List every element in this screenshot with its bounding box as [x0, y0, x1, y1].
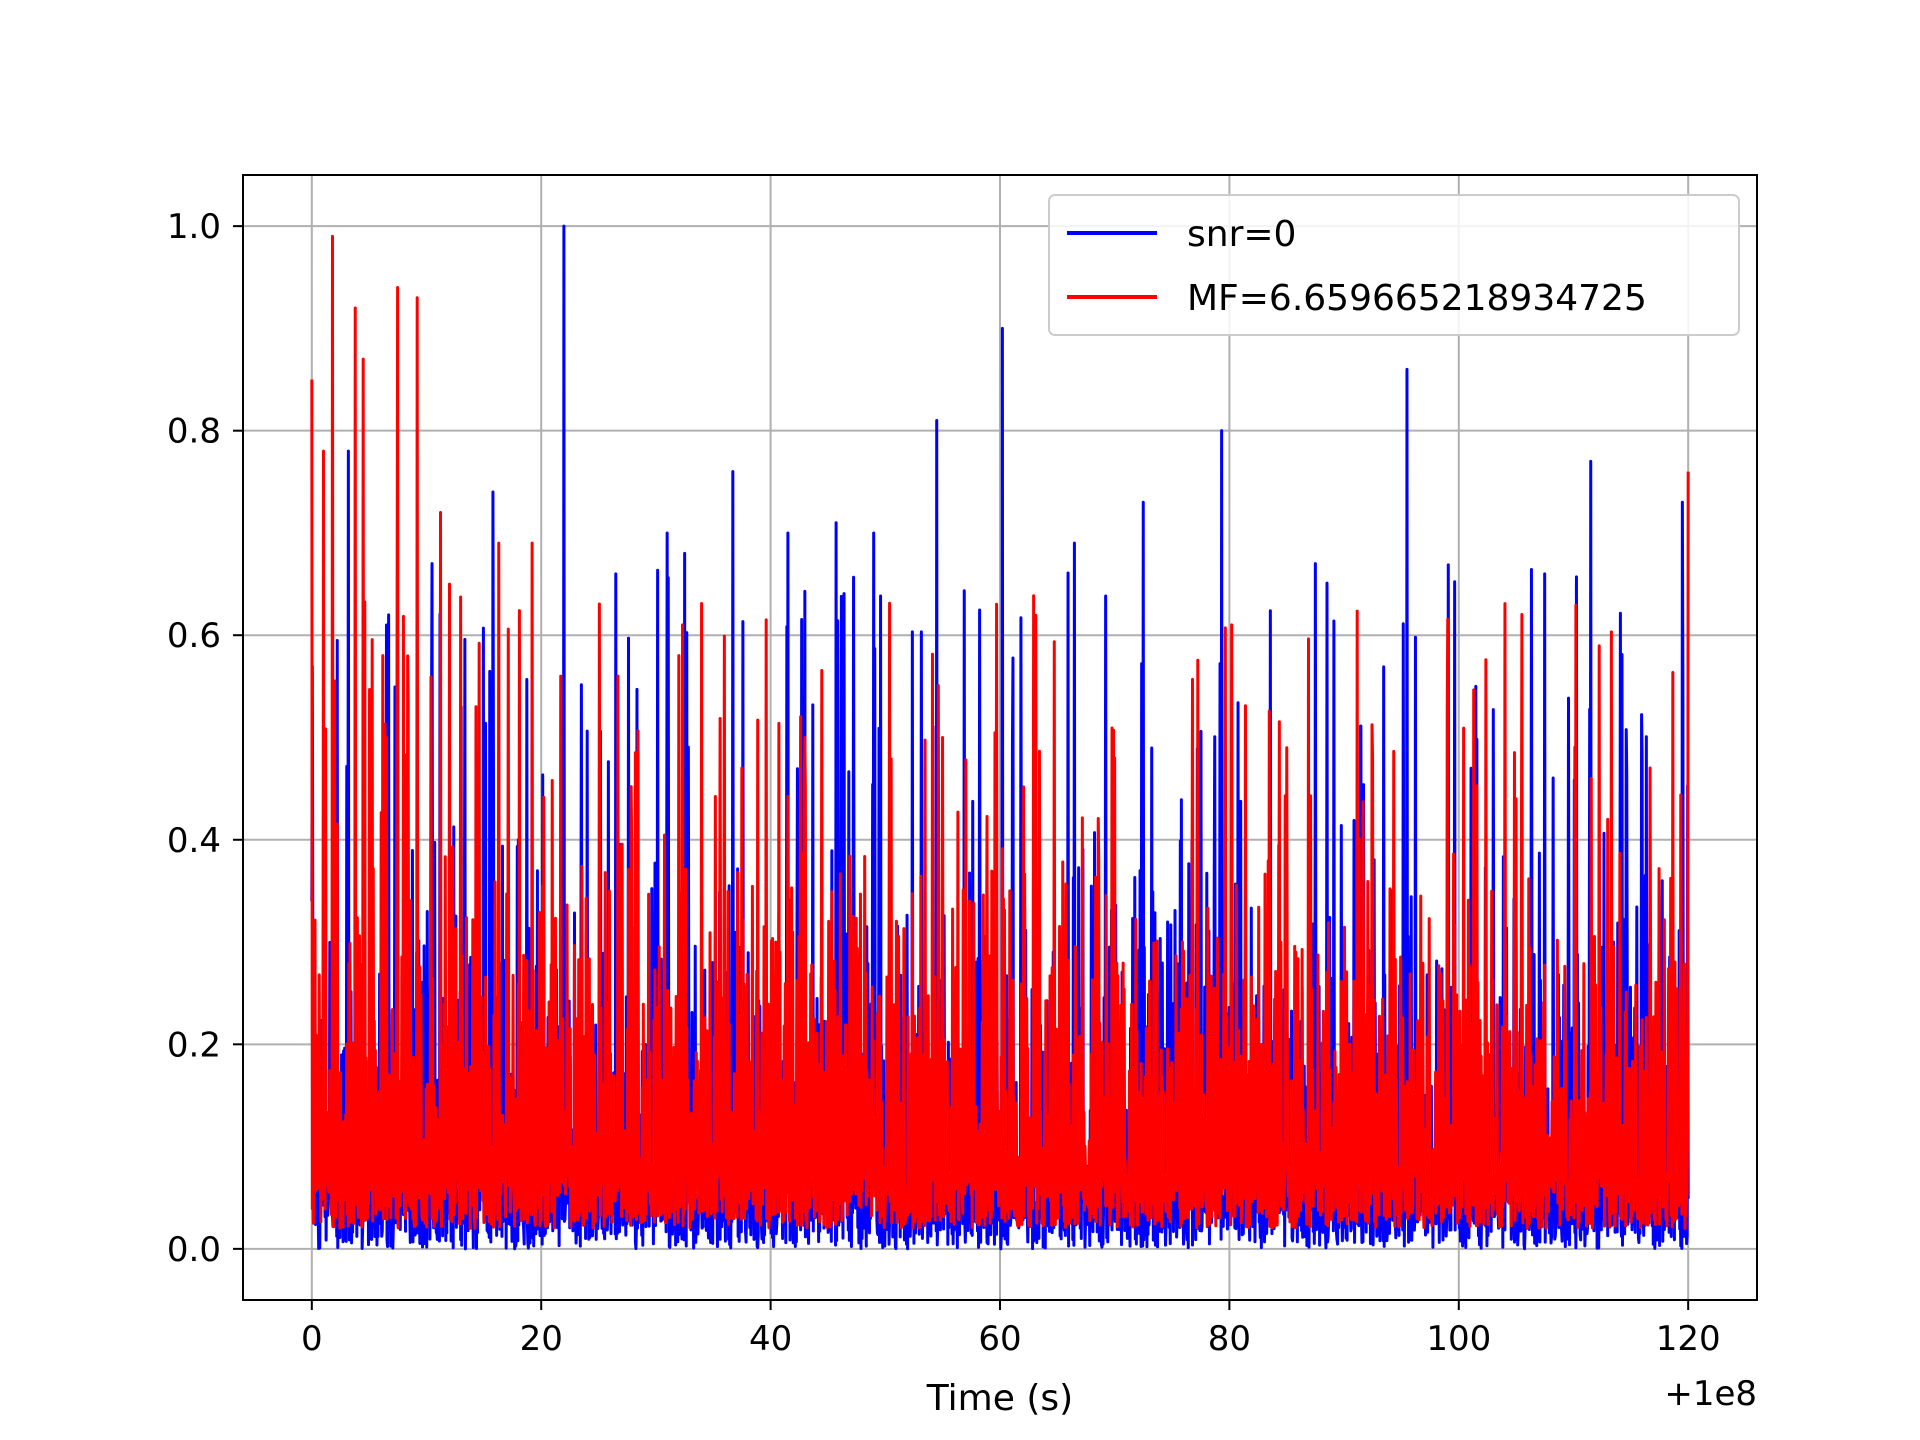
- legend-label-mf: MF=6.659665218934725: [1187, 278, 1647, 319]
- axis-ticks: 0 20 40 60 80 100 120 0.0 0.2 0.4 0.6 0.8 1.0: [167, 207, 1721, 1359]
- x-axis-offset-label: +1e8: [1664, 1374, 1757, 1414]
- series-lines: [310, 224, 1690, 1251]
- x-axis-label: Time (s): [926, 1378, 1073, 1419]
- legend-label-snr: snr=0: [1187, 214, 1296, 255]
- y-tick-label: 0.6: [167, 616, 221, 656]
- y-tick-label: 1.0: [167, 207, 221, 247]
- x-tick-label: 80: [1208, 1319, 1251, 1359]
- legend: snr=0 MF=6.659665218934725: [1048, 194, 1740, 336]
- x-tick-label: 120: [1656, 1319, 1721, 1359]
- series-line-mf: [310, 234, 1690, 1230]
- y-tick-label: 0.2: [167, 1025, 221, 1065]
- legend-box: [1048, 194, 1740, 336]
- x-tick-label: 0: [301, 1319, 323, 1359]
- x-tick-label: 40: [749, 1319, 792, 1359]
- x-tick-label: 60: [978, 1319, 1021, 1359]
- x-tick-label: 20: [520, 1319, 563, 1359]
- y-tick-label: 0.4: [167, 821, 221, 861]
- y-tick-label: 0.8: [167, 412, 221, 452]
- x-tick-label: 100: [1426, 1319, 1491, 1359]
- y-tick-label: 0.0: [167, 1230, 221, 1270]
